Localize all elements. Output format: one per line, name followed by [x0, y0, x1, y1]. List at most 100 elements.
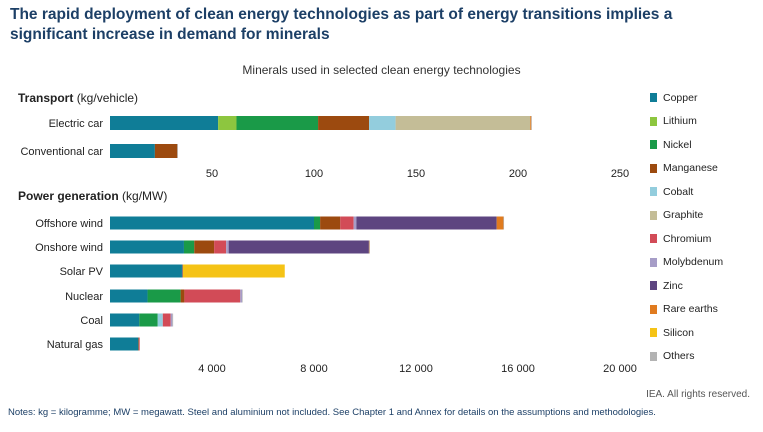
power-title: Power generation: [18, 189, 119, 203]
bar-segment-coal-chromium: [162, 313, 171, 327]
legend-item-rare-earths: Rare earths: [650, 298, 760, 322]
bar-segment-solar-pv-zinc: [181, 264, 183, 278]
bar-segment-coal-molybdenum: [170, 313, 173, 327]
legend-swatch-lithium: [650, 116, 657, 126]
category-label-onshore-wind: Onshore wind: [35, 242, 103, 254]
bar-segment-offshore-wind-nickel: [314, 216, 321, 230]
legend-item-others: Others: [650, 345, 760, 369]
bar-segment-offshore-wind-chromium: [340, 216, 354, 230]
legend-label: Zinc: [663, 279, 683, 292]
bar-segment-nuclear-molybdenum: [240, 289, 243, 303]
bar-segment-electric-car-nickel: [236, 116, 319, 130]
bar-segment-offshore-wind-copper: [110, 216, 314, 230]
legend-item-chromium: Chromium: [650, 227, 760, 251]
bar-segment-nuclear-chromium: [184, 289, 241, 303]
legend-label: Others: [663, 350, 695, 363]
bar-segment-offshore-wind-zinc: [356, 216, 497, 230]
legend-swatch-others: [650, 351, 657, 361]
legend-item-nickel: Nickel: [650, 133, 760, 157]
legend-swatch-rare-earths: [650, 304, 657, 314]
legend-swatch-molybdenum: [650, 257, 657, 267]
legend-swatch-silicon: [650, 328, 657, 338]
bar-segment-electric-car-manganese: [318, 116, 370, 130]
legend-item-lithium: Lithium: [650, 110, 760, 134]
bar-segment-electric-car-others: [531, 116, 532, 130]
bar-segment-onshore-wind-chromium: [214, 240, 227, 254]
category-label-offshore-wind: Offshore wind: [35, 218, 103, 230]
tick-label-0-0: 50: [206, 168, 218, 180]
bar-segment-coal-others: [172, 313, 174, 327]
bar-segment-electric-car-lithium: [218, 116, 237, 130]
tick-label-0-1: 100: [305, 168, 323, 180]
tick-label-0-2: 150: [407, 168, 425, 180]
tick-label-0-3: 200: [509, 168, 527, 180]
tick-label-1-0: 4 000: [198, 363, 226, 375]
tick-label-1-4: 20 000: [603, 363, 637, 375]
category-label-conventional-car: Conventional car: [20, 146, 103, 158]
bar-segment-onshore-wind-zinc: [228, 240, 369, 254]
bar-segment-onshore-wind-manganese: [194, 240, 215, 254]
bar-segment-electric-car-rare-earths: [530, 116, 532, 130]
bar-segment-onshore-wind-rare-earths: [368, 240, 370, 254]
legend-item-cobalt: Cobalt: [650, 180, 760, 204]
transport-section-heading: Transport (kg/vehicle): [18, 91, 138, 105]
transport-title: Transport: [18, 91, 74, 105]
category-label-coal: Coal: [80, 315, 103, 327]
bar-segment-conventional-car-manganese: [154, 144, 178, 158]
legend-label: Manganese: [663, 162, 718, 175]
category-label-natural-gas: Natural gas: [47, 339, 104, 351]
legend-label: Nickel: [663, 138, 692, 151]
tick-label-1-3: 16 000: [501, 363, 535, 375]
bar-segment-natural-gas-nickel: [138, 337, 139, 351]
bar-segment-solar-pv-silicon: [182, 264, 285, 278]
chart-title: The rapid deployment of clean energy tec…: [10, 6, 673, 43]
legend-item-copper: Copper: [650, 86, 760, 110]
bar-segment-offshore-wind-rare-earths: [496, 216, 504, 230]
legend-item-graphite: Graphite: [650, 204, 760, 228]
legend-label: Chromium: [663, 232, 712, 245]
legend-swatch-zinc: [650, 281, 657, 291]
bar-segment-conventional-car-copper: [110, 144, 155, 158]
bar-segment-nuclear-nickel: [147, 289, 181, 303]
chart-legend: Copper Lithium Nickel Manganese Cobalt Graphi…: [650, 86, 760, 368]
tick-label-0-4: 250: [611, 168, 629, 180]
bar-segment-offshore-wind-manganese: [320, 216, 341, 230]
legend-item-silicon: Silicon: [650, 321, 760, 345]
legend-label: Molybdenum: [663, 256, 724, 269]
notes-text: Notes: kg = kilogramme; MW = megawatt. S…: [8, 407, 656, 418]
category-label-solar-pv: Solar PV: [60, 266, 104, 278]
category-label-electric-car: Electric car: [49, 118, 104, 130]
bar-segment-onshore-wind-copper: [110, 240, 184, 254]
bar-segment-coal-nickel: [139, 313, 158, 327]
legend-swatch-manganese: [650, 163, 657, 173]
legend-swatch-copper: [650, 93, 657, 103]
legend-label: Graphite: [663, 209, 704, 222]
power-section-heading: Power generation (kg/MW): [18, 189, 167, 203]
legend-label: Cobalt: [663, 185, 694, 198]
legend-item-zinc: Zinc: [650, 274, 760, 298]
legend-item-molybdenum: Molybdenum: [650, 251, 760, 275]
bar-segment-onshore-wind-others: [369, 240, 370, 254]
legend-label: Lithium: [663, 115, 697, 128]
bar-segment-electric-car-copper: [110, 116, 219, 130]
power-unit: (kg/MW): [122, 189, 168, 203]
bar-segment-conventional-car-others: [177, 144, 178, 158]
bar-segment-offshore-wind-others: [503, 216, 505, 230]
legend-label: Copper: [663, 91, 698, 104]
legend-swatch-nickel: [650, 140, 657, 150]
bar-segment-coal-cobalt: [157, 313, 163, 327]
bar-segment-onshore-wind-nickel: [183, 240, 195, 254]
bar-segment-natural-gas-copper: [110, 337, 139, 351]
bar-segment-nuclear-copper: [110, 289, 148, 303]
legend-label: Silicon: [663, 326, 694, 339]
tick-label-1-1: 8 000: [300, 363, 328, 375]
legend-swatch-chromium: [650, 234, 657, 244]
bar-segment-electric-car-graphite: [395, 116, 531, 130]
transport-unit: (kg/vehicle): [76, 91, 139, 105]
bar-segment-offshore-wind-molybdenum: [353, 216, 357, 230]
legend-swatch-cobalt: [650, 187, 657, 197]
legend-item-manganese: Manganese: [650, 157, 760, 181]
legend-swatch-graphite: [650, 210, 657, 220]
bar-segment-natural-gas-chromium: [138, 337, 140, 351]
